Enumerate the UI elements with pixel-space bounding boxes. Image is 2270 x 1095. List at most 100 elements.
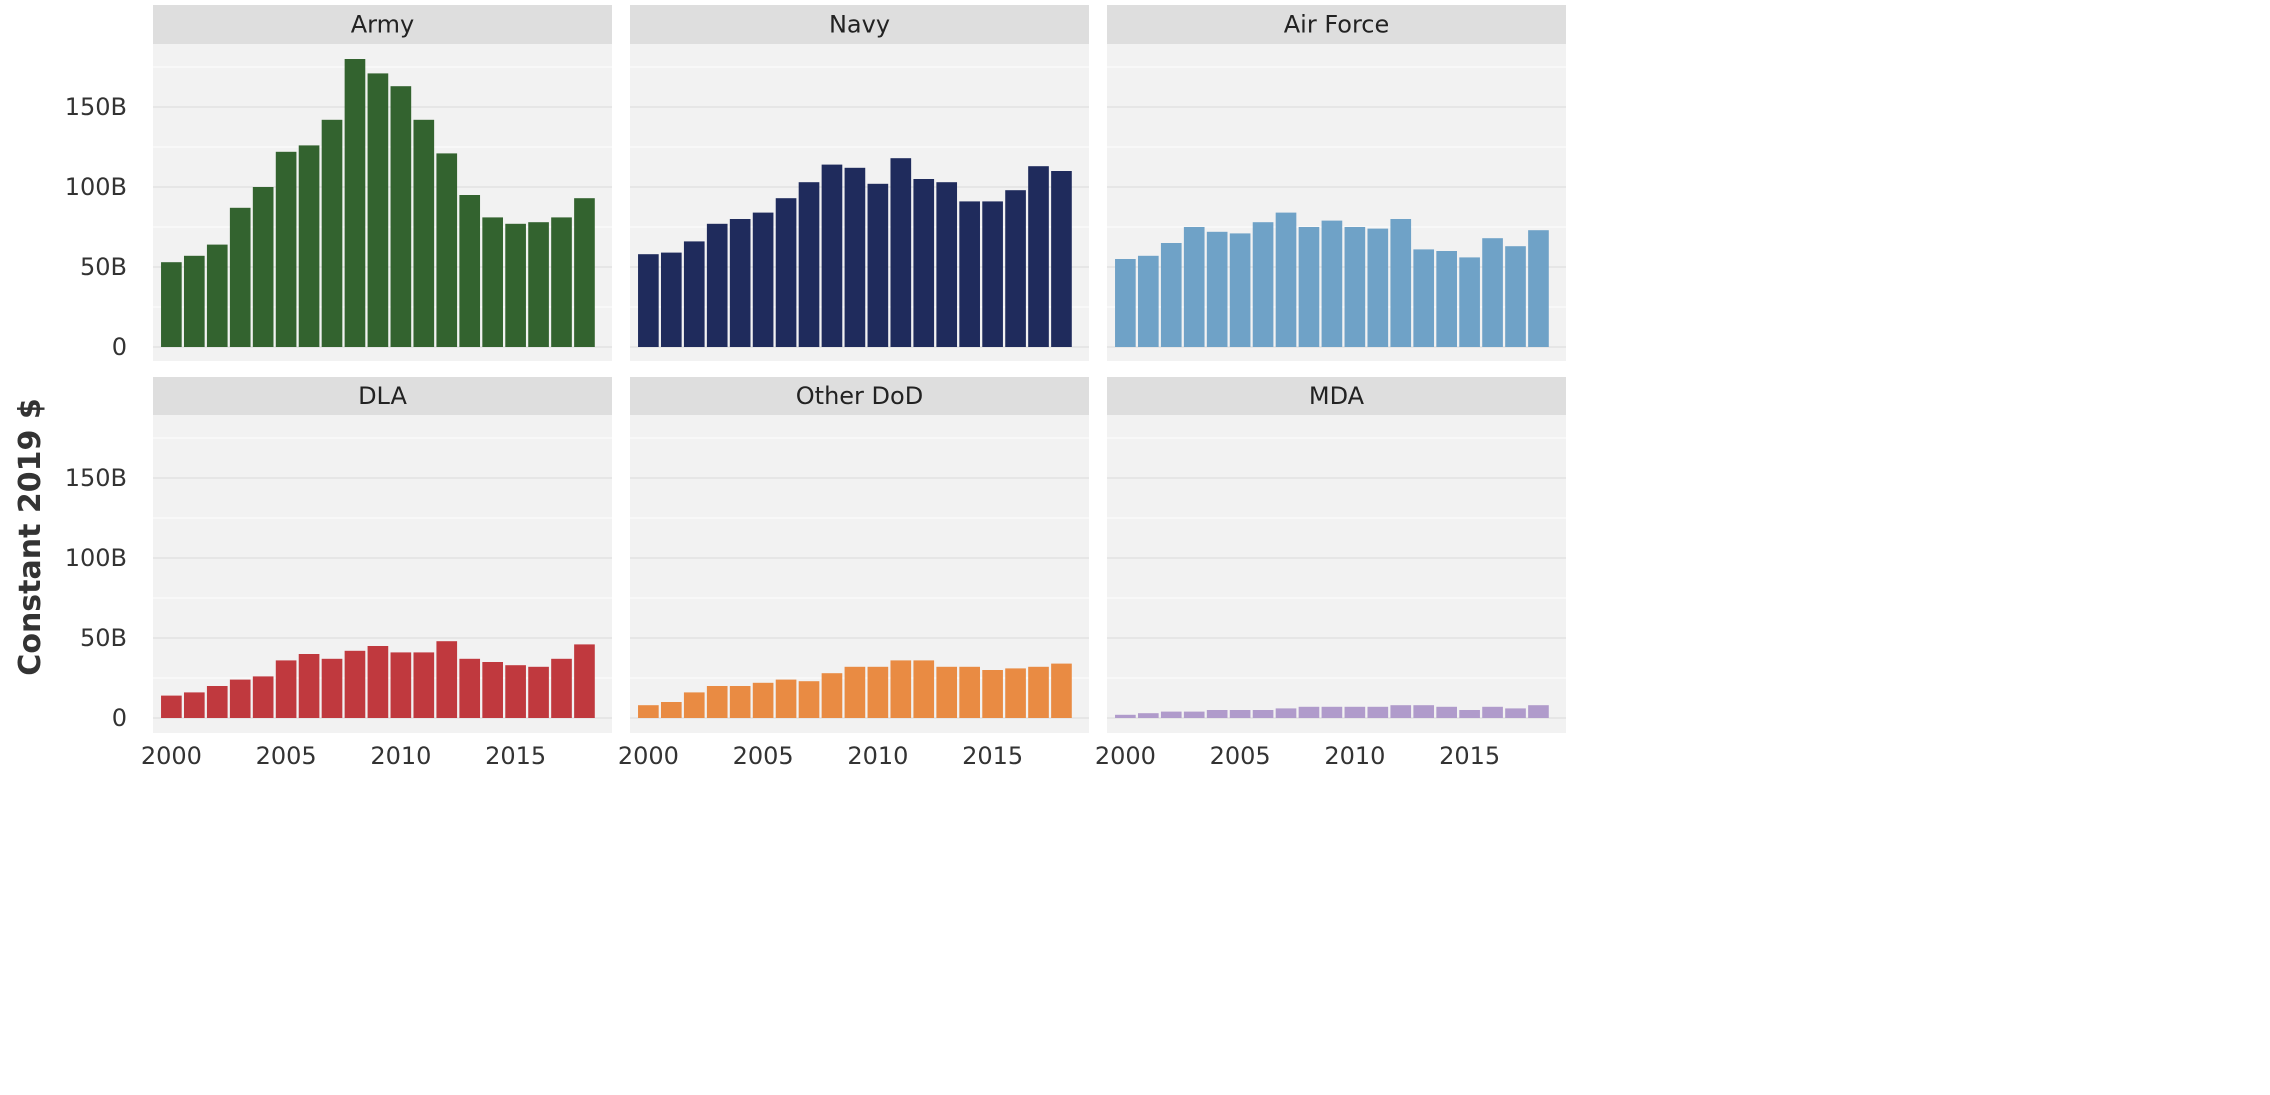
- bar-other-dod-2005: [752, 682, 774, 718]
- x-tick-label: 2015: [485, 742, 546, 770]
- bar-other-dod-2010: [867, 666, 889, 718]
- facet-strip: [153, 5, 612, 44]
- facet-strip: [1107, 377, 1566, 415]
- bar-army-2012: [436, 153, 458, 347]
- facet-air-force: Air Force: [1107, 5, 1566, 361]
- bar-air-force-2001: [1137, 255, 1159, 347]
- bar-other-dod-2017: [1028, 666, 1049, 718]
- bar-air-force-2009: [1321, 220, 1343, 347]
- y-tick-label: 100B: [65, 544, 127, 572]
- bar-army-2016: [528, 222, 549, 347]
- bar-air-force-2012: [1390, 219, 1412, 347]
- bar-army-2017: [551, 217, 572, 347]
- bar-navy-2014: [959, 201, 980, 347]
- bar-navy-2018: [1051, 171, 1072, 347]
- bar-navy-2012: [913, 179, 935, 347]
- x-tick-label: 2005: [256, 742, 317, 770]
- bar-army-2015: [505, 223, 526, 347]
- bar-army-2009: [367, 73, 389, 348]
- bar-navy-2000: [638, 254, 659, 347]
- bar-air-force-2008: [1298, 227, 1320, 347]
- bar-mda-2011: [1367, 706, 1389, 718]
- facet-title-army: Army: [351, 11, 414, 39]
- bar-dla-2017: [551, 658, 572, 718]
- y-tick-label: 150B: [65, 93, 127, 121]
- bar-dla-2008: [344, 650, 366, 718]
- x-tick-label: 2005: [733, 742, 794, 770]
- bar-mda-2008: [1298, 706, 1320, 718]
- bar-navy-2015: [982, 201, 1003, 347]
- bar-dla-2003: [229, 679, 251, 718]
- facet-navy: Navy: [630, 5, 1089, 361]
- bar-other-dod-2014: [959, 666, 980, 718]
- facet-army: Army 0 50B 100B 150B: [65, 5, 612, 361]
- bar-army-2018: [574, 198, 595, 347]
- bar-other-dod-2003: [706, 686, 728, 718]
- bar-air-force-2003: [1183, 227, 1205, 347]
- bar-dla-2016: [528, 666, 549, 718]
- bar-army-2010: [390, 86, 412, 347]
- y-tick-label: 100B: [65, 173, 127, 201]
- bar-dla-2012: [436, 641, 458, 718]
- bar-mda-2004: [1206, 710, 1228, 718]
- bar-army-2000: [161, 262, 182, 347]
- x-tick-label: 2015: [1439, 742, 1500, 770]
- bar-dla-2009: [367, 646, 389, 718]
- facet-strip: [153, 377, 612, 415]
- bar-navy-2009: [844, 167, 866, 347]
- bar-air-force-2015: [1459, 257, 1480, 347]
- facet-mda: MDA 2000 2005 2010 2015: [1095, 377, 1566, 770]
- y-tick-label: 50B: [80, 253, 127, 281]
- facet-dla: DLA 0 50B 100B 150B 2000 2005 2010 2015: [65, 377, 612, 770]
- bar-mda-2009: [1321, 706, 1343, 718]
- bar-navy-2003: [706, 223, 728, 347]
- bar-air-force-2004: [1206, 231, 1228, 347]
- bar-other-dod-2013: [936, 666, 958, 718]
- bar-other-dod-2008: [821, 673, 843, 718]
- bar-dla-2018: [574, 644, 595, 718]
- bar-air-force-2010: [1344, 227, 1366, 347]
- bar-dla-2006: [298, 654, 320, 718]
- bar-army-2001: [183, 255, 205, 347]
- x-tick-label: 2015: [962, 742, 1023, 770]
- bar-army-2013: [459, 195, 481, 347]
- bar-air-force-2017: [1505, 246, 1526, 347]
- bar-army-2003: [229, 207, 251, 347]
- bar-other-dod-2004: [729, 686, 751, 718]
- bar-army-2014: [482, 217, 503, 347]
- bar-air-force-2014: [1436, 251, 1457, 347]
- bar-mda-2018: [1528, 705, 1549, 718]
- bar-mda-2017: [1505, 708, 1526, 718]
- bar-air-force-2013: [1413, 249, 1435, 347]
- bar-dla-2002: [206, 686, 228, 718]
- bar-mda-2012: [1390, 705, 1412, 718]
- bar-other-dod-2016: [1005, 668, 1026, 718]
- y-tick-label: 50B: [80, 624, 127, 652]
- bar-navy-2005: [752, 212, 774, 347]
- facet-title-air-force: Air Force: [1284, 11, 1390, 39]
- facet-title-dla: DLA: [358, 382, 407, 410]
- bar-air-force-2005: [1229, 233, 1251, 347]
- bar-other-dod-2006: [775, 679, 797, 718]
- bar-mda-2016: [1482, 706, 1503, 718]
- bar-army-2004: [252, 187, 274, 347]
- bar-navy-2010: [867, 183, 889, 347]
- bar-navy-2016: [1005, 190, 1026, 347]
- bar-army-2007: [321, 119, 343, 347]
- bar-air-force-2006: [1252, 222, 1274, 347]
- panel-background: [1107, 415, 1566, 733]
- bar-other-dod-2007: [798, 681, 820, 718]
- bar-air-force-2011: [1367, 228, 1389, 347]
- facets-layer: Army 0 50B 100B 150B Navy Air Force DLA 0 50B 100B…: [65, 5, 1566, 770]
- facet-strip: [630, 5, 1089, 44]
- bar-navy-2017: [1028, 166, 1049, 347]
- bar-mda-2006: [1252, 710, 1274, 718]
- bar-dla-2011: [413, 652, 435, 718]
- bar-mda-2001: [1137, 713, 1159, 718]
- x-tick-label: 2000: [1095, 742, 1156, 770]
- x-tick-label: 2000: [141, 742, 202, 770]
- bar-mda-2010: [1344, 706, 1366, 718]
- bar-mda-2014: [1436, 706, 1457, 718]
- bar-air-force-2007: [1275, 212, 1297, 347]
- y-tick-label: 0: [112, 333, 127, 361]
